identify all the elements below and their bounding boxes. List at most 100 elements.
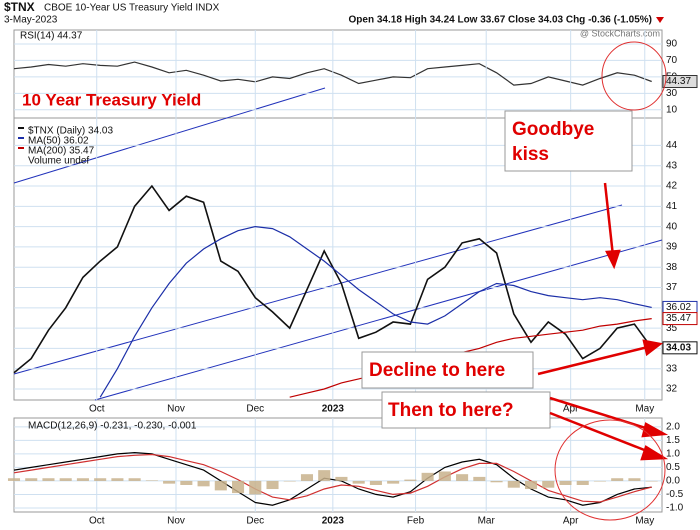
legend-swatch bbox=[18, 137, 24, 139]
price-panel bbox=[13, 117, 663, 401]
date: 3-May-2023 bbox=[4, 15, 58, 26]
y-tick-label: -0.5 bbox=[666, 489, 684, 500]
histogram-bar bbox=[438, 471, 451, 481]
legend-entry: MA(50) 36.02 bbox=[28, 136, 89, 147]
histogram-bar bbox=[628, 478, 641, 481]
x-tick-label: Oct bbox=[89, 516, 105, 527]
y-tick-label: 32 bbox=[666, 384, 678, 395]
histogram-bar bbox=[542, 480, 555, 488]
histogram-bar bbox=[318, 470, 331, 481]
y-tick-label: 90 bbox=[666, 39, 678, 50]
y-tick-label: 42 bbox=[666, 181, 678, 192]
histogram-bar bbox=[145, 480, 158, 481]
y-tick-label: 1.5 bbox=[666, 435, 680, 446]
annotation-box bbox=[361, 351, 534, 389]
y-tick-label: 10 bbox=[666, 104, 678, 115]
annotation-goodbye: kiss bbox=[512, 144, 549, 165]
arrow bbox=[603, 182, 615, 257]
histogram-bar bbox=[387, 480, 400, 484]
legend-entry: RSI(14) 44.37 bbox=[20, 31, 83, 42]
y-tick-label: 33 bbox=[666, 363, 678, 374]
y-tick-label: 30 bbox=[666, 88, 678, 99]
histogram-bar bbox=[421, 472, 434, 481]
x-tick-label: 2023 bbox=[322, 516, 345, 527]
y-tick-label: 0.5 bbox=[666, 462, 680, 473]
value-tag-label: 34.03 bbox=[666, 342, 691, 353]
y-tick-label: 0.0 bbox=[666, 476, 680, 487]
value-tag bbox=[662, 75, 698, 89]
y-tick-label: 70 bbox=[666, 55, 678, 66]
arrow bbox=[537, 345, 649, 376]
series-line bbox=[289, 318, 652, 398]
histogram-bar bbox=[645, 480, 658, 482]
legend-entry: $TNX (Daily) 34.03 bbox=[28, 126, 113, 137]
value-tag-label: 35.47 bbox=[666, 313, 691, 324]
value-tag-label: 44.37 bbox=[666, 76, 691, 87]
histogram-bar bbox=[352, 480, 365, 484]
histogram-bar bbox=[59, 478, 72, 481]
histogram-bar bbox=[283, 480, 296, 482]
series-line bbox=[13, 453, 652, 503]
y-tick-label: 44 bbox=[666, 140, 678, 151]
arrow bbox=[549, 411, 653, 455]
histogram-bar bbox=[335, 476, 348, 481]
histogram-bar bbox=[111, 478, 124, 481]
histogram-bar bbox=[249, 480, 262, 495]
histogram-bar bbox=[197, 480, 210, 487]
histogram-bar bbox=[76, 478, 89, 481]
histogram-bar bbox=[576, 480, 589, 485]
annotation-decline: Decline to here bbox=[369, 360, 505, 381]
y-tick-label: 37 bbox=[666, 282, 678, 293]
x-tick-label: Dec bbox=[246, 404, 264, 415]
histogram-bar bbox=[232, 480, 245, 494]
arrow-head bbox=[605, 249, 621, 270]
y-tick-label: 35 bbox=[666, 323, 678, 334]
description: CBOE 10-Year US Treasury Yield INDX bbox=[44, 3, 220, 14]
y-tick-label: 2.0 bbox=[666, 422, 680, 433]
histogram-bar bbox=[42, 478, 55, 481]
x-tick-label: Feb bbox=[407, 516, 425, 527]
histogram-bar bbox=[94, 478, 107, 481]
y-tick-label: 1.0 bbox=[666, 449, 680, 460]
ohlc: Open 34.18 High 34.24 Low 33.67 Close 34… bbox=[349, 15, 652, 26]
x-tick-label: Apr bbox=[563, 516, 579, 527]
legend-swatch bbox=[18, 127, 24, 129]
y-tick-label: 43 bbox=[666, 160, 678, 171]
x-tick-label: May bbox=[635, 404, 654, 415]
histogram-bar bbox=[300, 474, 314, 481]
histogram-bar bbox=[490, 480, 503, 483]
macd-panel bbox=[13, 417, 663, 513]
highlight-circle bbox=[601, 41, 667, 111]
histogram-bar bbox=[593, 480, 606, 482]
value-tag-label: 36.02 bbox=[666, 302, 691, 313]
trend-line bbox=[13, 204, 623, 375]
legend-swatch bbox=[18, 147, 24, 149]
histogram-bar bbox=[214, 480, 227, 491]
annotation-goodbye: Goodbye bbox=[512, 119, 594, 140]
arrow bbox=[549, 396, 653, 432]
histogram-bar bbox=[611, 478, 624, 481]
annotation-box bbox=[504, 110, 633, 172]
value-tag bbox=[662, 312, 698, 326]
credit: @ StockCharts.com bbox=[580, 28, 660, 38]
series-line bbox=[13, 184, 653, 374]
arrow-head bbox=[640, 445, 669, 461]
histogram-bar bbox=[7, 478, 21, 481]
histogram-bar bbox=[456, 474, 469, 481]
annotation-then: Then to here? bbox=[388, 400, 514, 421]
legend-entry: MA(200) 35.47 bbox=[28, 146, 95, 157]
series-line bbox=[99, 225, 652, 398]
y-tick-label: 40 bbox=[666, 221, 678, 232]
x-tick-label: Nov bbox=[167, 516, 185, 527]
symbol: $TNX bbox=[4, 0, 35, 14]
histogram-bar bbox=[404, 479, 417, 481]
histogram-bar bbox=[266, 480, 279, 490]
trend-line bbox=[94, 239, 663, 401]
histogram-bar bbox=[524, 480, 538, 490]
panels bbox=[13, 29, 663, 513]
histogram-bar bbox=[369, 480, 382, 485]
y-tick-label: 39 bbox=[666, 242, 678, 253]
legend-entry: MACD(12,26,9) -0.231, -0.230, -0.001 bbox=[28, 421, 197, 432]
histogram-bar bbox=[25, 478, 38, 481]
y-tick-label: 38 bbox=[666, 262, 678, 273]
